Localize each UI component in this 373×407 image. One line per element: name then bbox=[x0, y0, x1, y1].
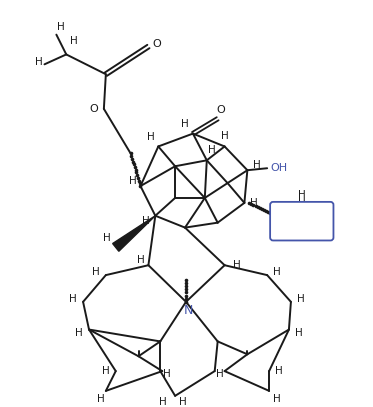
Text: N: N bbox=[183, 304, 193, 317]
Text: H: H bbox=[102, 366, 110, 376]
FancyBboxPatch shape bbox=[270, 202, 333, 241]
Text: H: H bbox=[208, 145, 216, 155]
Text: H: H bbox=[233, 260, 240, 270]
Text: O: O bbox=[152, 39, 161, 48]
Text: H: H bbox=[147, 131, 154, 142]
Text: H: H bbox=[250, 198, 258, 208]
Text: H: H bbox=[159, 397, 167, 407]
Text: H: H bbox=[275, 366, 283, 376]
Text: H: H bbox=[69, 294, 77, 304]
Text: H: H bbox=[35, 57, 43, 67]
Text: H: H bbox=[75, 328, 83, 337]
Text: H: H bbox=[97, 394, 105, 404]
Text: O: O bbox=[90, 104, 98, 114]
Text: O: O bbox=[216, 105, 225, 115]
Text: OH: OH bbox=[270, 163, 288, 173]
Text: H: H bbox=[216, 369, 223, 379]
Text: H: H bbox=[273, 267, 281, 277]
Polygon shape bbox=[113, 216, 155, 251]
Text: H: H bbox=[70, 35, 78, 46]
Text: H: H bbox=[57, 22, 65, 32]
Text: H: H bbox=[103, 232, 111, 243]
Text: H: H bbox=[297, 294, 305, 304]
Text: H: H bbox=[298, 190, 305, 200]
Text: H: H bbox=[179, 397, 187, 407]
Text: H: H bbox=[298, 198, 305, 208]
Text: H: H bbox=[163, 369, 171, 379]
Text: AkS: AkS bbox=[291, 216, 313, 226]
Text: H: H bbox=[253, 160, 261, 170]
Text: H: H bbox=[142, 216, 149, 226]
Text: H: H bbox=[129, 176, 137, 186]
Text: H: H bbox=[221, 131, 229, 140]
Text: H: H bbox=[92, 267, 100, 277]
Text: H: H bbox=[137, 255, 144, 265]
Text: H: H bbox=[295, 328, 303, 337]
Text: H: H bbox=[181, 119, 189, 129]
Text: H: H bbox=[273, 394, 281, 404]
